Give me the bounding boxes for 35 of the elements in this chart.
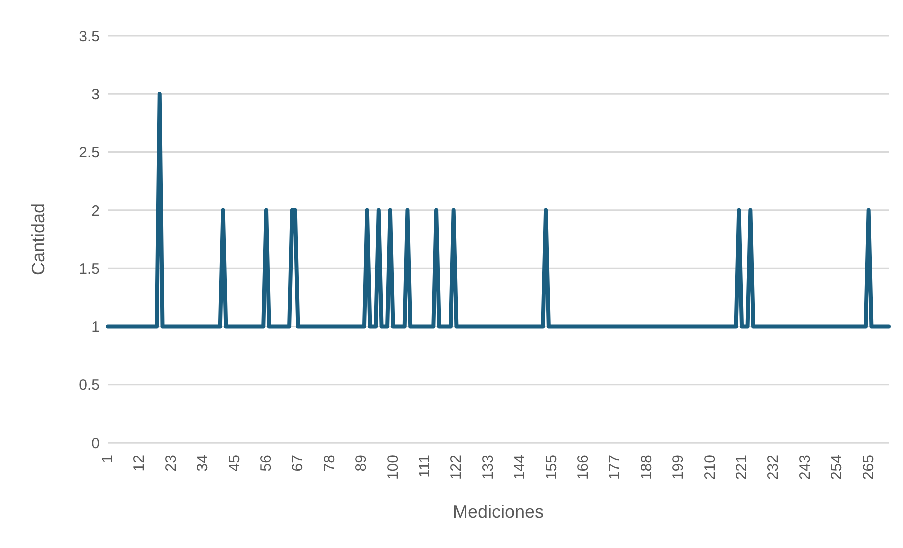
x-tick-label: 254 xyxy=(828,455,846,480)
y-axis-title: Cantidad xyxy=(28,203,48,276)
x-tick-label: 12 xyxy=(131,455,148,472)
y-tick-label: 1.5 xyxy=(79,260,100,278)
y-tick-label: 1 xyxy=(92,319,100,336)
x-tick-label: 1 xyxy=(100,455,116,464)
x-tick-label: 155 xyxy=(543,455,560,480)
x-tick-label: 89 xyxy=(353,455,370,472)
x-tick-label: 221 xyxy=(734,455,751,480)
x-tick-label: 111 xyxy=(416,455,434,478)
y-tick-label: 2 xyxy=(92,202,100,220)
x-tick-label: 166 xyxy=(575,455,592,480)
x-tick-label: 199 xyxy=(670,455,688,480)
x-tick-label: 78 xyxy=(321,455,338,472)
x-tick-label: 56 xyxy=(258,455,276,472)
x-tick-label: 265 xyxy=(860,455,878,480)
x-tick-label: 122 xyxy=(448,455,466,480)
y-tick-label: 0.5 xyxy=(79,377,100,394)
x-tick-label: 177 xyxy=(606,455,624,480)
x-tick-label: 232 xyxy=(765,455,782,480)
y-tick-label: 2.5 xyxy=(79,144,100,162)
y-tick-label: 0 xyxy=(92,435,100,452)
x-tick-label: 23 xyxy=(162,455,180,472)
x-tick-label: 133 xyxy=(480,455,497,480)
y-tick-label: 3 xyxy=(92,86,100,104)
x-tick-label: 144 xyxy=(512,455,529,480)
x-tick-label: 45 xyxy=(226,455,244,472)
x-tick-label: 210 xyxy=(702,455,719,480)
x-tick-label: 34 xyxy=(194,455,212,472)
y-tick-label: 3.5 xyxy=(79,28,100,46)
x-tick-label: 67 xyxy=(290,455,307,472)
x-tick-label: 100 xyxy=(384,455,402,480)
x-tick-label: 188 xyxy=(638,455,656,480)
x-tick-label: 243 xyxy=(796,455,814,480)
x-axis-title: Mediciones xyxy=(452,502,544,522)
